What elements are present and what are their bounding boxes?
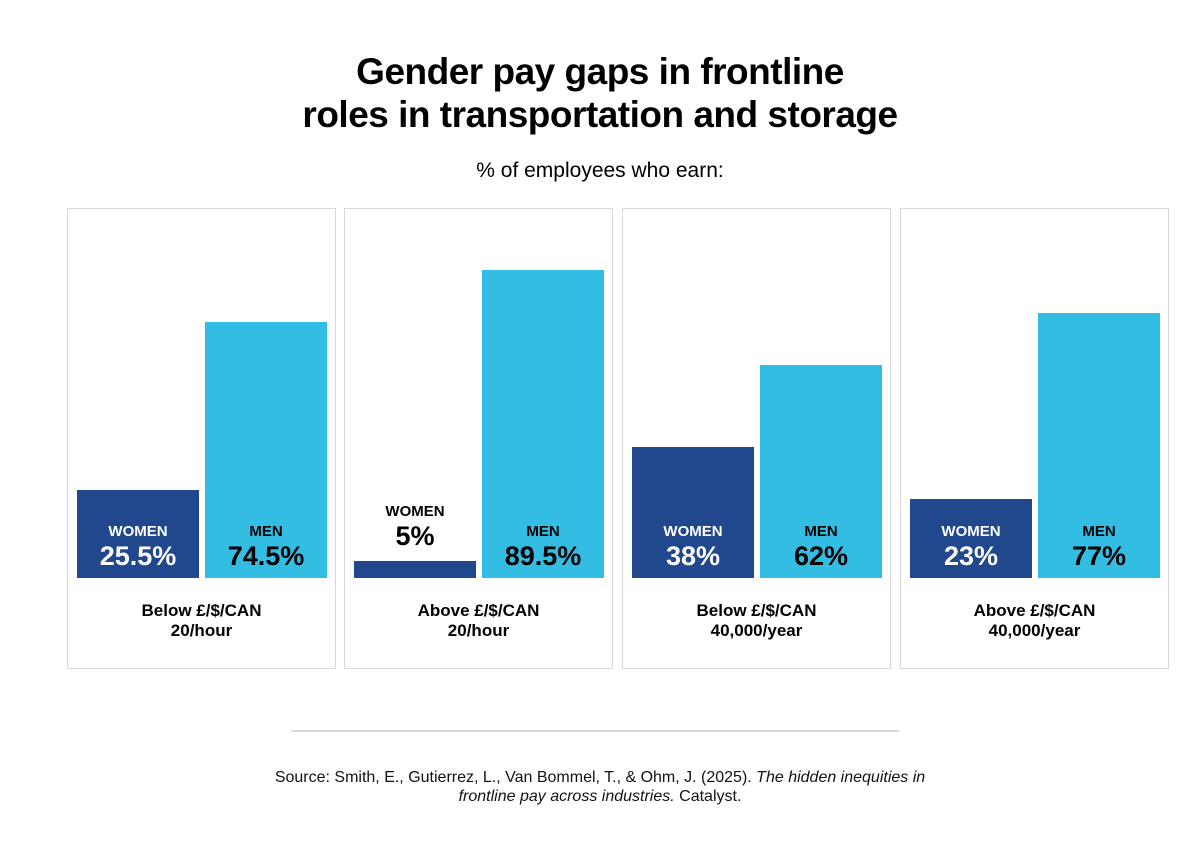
men-series-label: MEN [526, 523, 560, 540]
women-bar-label: WOMEN 38% [632, 523, 754, 571]
men-value-label: 89.5% [504, 541, 582, 571]
men-bar [205, 322, 327, 578]
men-bar-label: MEN 77% [1038, 523, 1160, 571]
source-suffix: Catalyst. [674, 788, 742, 805]
men-bar [482, 270, 604, 578]
women-value-label: 5% [395, 521, 435, 551]
chart-title-line-2: roles in transportation and storage [302, 94, 898, 135]
women-series-label: WOMEN [941, 523, 1001, 540]
men-series-label: MEN [249, 523, 283, 540]
category-label-line-1: Below £/$/CAN [696, 601, 817, 620]
men-value-label: 74.5% [227, 541, 305, 571]
category-label-line-2: 40,000/year [988, 621, 1081, 640]
men-value-label: 77% [1071, 541, 1127, 571]
category-label-line-1: Above £/$/CAN [973, 601, 1096, 620]
women-bar-label: WOMEN 25.5% [77, 523, 199, 571]
men-series-label: MEN [1082, 523, 1116, 540]
women-bar [910, 499, 1032, 578]
men-series-label: MEN [804, 523, 838, 540]
men-bar [1038, 313, 1160, 578]
men-bar-label: MEN 74.5% [205, 523, 327, 571]
category-label: Above £/$/CAN 40,000/year [901, 601, 1168, 641]
chart-panel: WOMEN 5% MEN 89.5% Above £/$/CAN 20/hour [344, 208, 613, 669]
category-label-line-1: Below £/$/CAN [141, 601, 262, 620]
women-bar [632, 447, 754, 578]
source-title-italic-1: The hidden inequities in [756, 769, 926, 786]
divider [291, 730, 899, 732]
men-bar-label: MEN 89.5% [482, 523, 604, 571]
women-bar-label: WOMEN 23% [910, 523, 1032, 571]
chart-panel: WOMEN 23% MEN 77% Above £/$/CAN 40,000/year [900, 208, 1169, 669]
category-label-line-2: 20/hour [447, 621, 510, 640]
chart-panel: WOMEN 25.5% MEN 74.5% Below £/$/CAN 20/hour [67, 208, 336, 669]
women-series-label: WOMEN [385, 503, 445, 520]
chart-panel: WOMEN 38% MEN 62% Below £/$/CAN 40,000/year [622, 208, 891, 669]
women-bar-label: WOMEN 5% [354, 503, 476, 551]
chart-subtitle: % of employees who earn: [476, 159, 724, 182]
category-label: Above £/$/CAN 20/hour [345, 601, 612, 641]
chart-title-line-1: Gender pay gaps in frontline [356, 51, 844, 92]
source-prefix: Source: Smith, E., Gutierrez, L., Van Bo… [274, 769, 757, 786]
category-label-line-2: 40,000/year [710, 621, 803, 640]
men-bar-label: MEN 62% [760, 523, 882, 571]
chart-title: Gender pay gaps in frontline roles in tr… [0, 50, 1200, 136]
category-label: Below £/$/CAN 20/hour [68, 601, 335, 641]
category-label-line-2: 20/hour [170, 621, 233, 640]
men-bar [760, 365, 882, 578]
women-value-label: 25.5% [99, 541, 177, 571]
source-title-italic-2: frontline pay across industries. [458, 788, 675, 805]
women-value-label: 23% [943, 541, 999, 571]
women-value-label: 38% [665, 541, 721, 571]
women-series-label: WOMEN [663, 523, 723, 540]
women-bar [77, 490, 199, 578]
category-label: Below £/$/CAN 40,000/year [623, 601, 890, 641]
women-bar [354, 561, 476, 578]
men-value-label: 62% [793, 541, 849, 571]
category-label-line-1: Above £/$/CAN [417, 601, 540, 620]
women-series-label: WOMEN [108, 523, 168, 540]
source-citation: Source: Smith, E., Gutierrez, L., Van Bo… [0, 768, 1200, 806]
